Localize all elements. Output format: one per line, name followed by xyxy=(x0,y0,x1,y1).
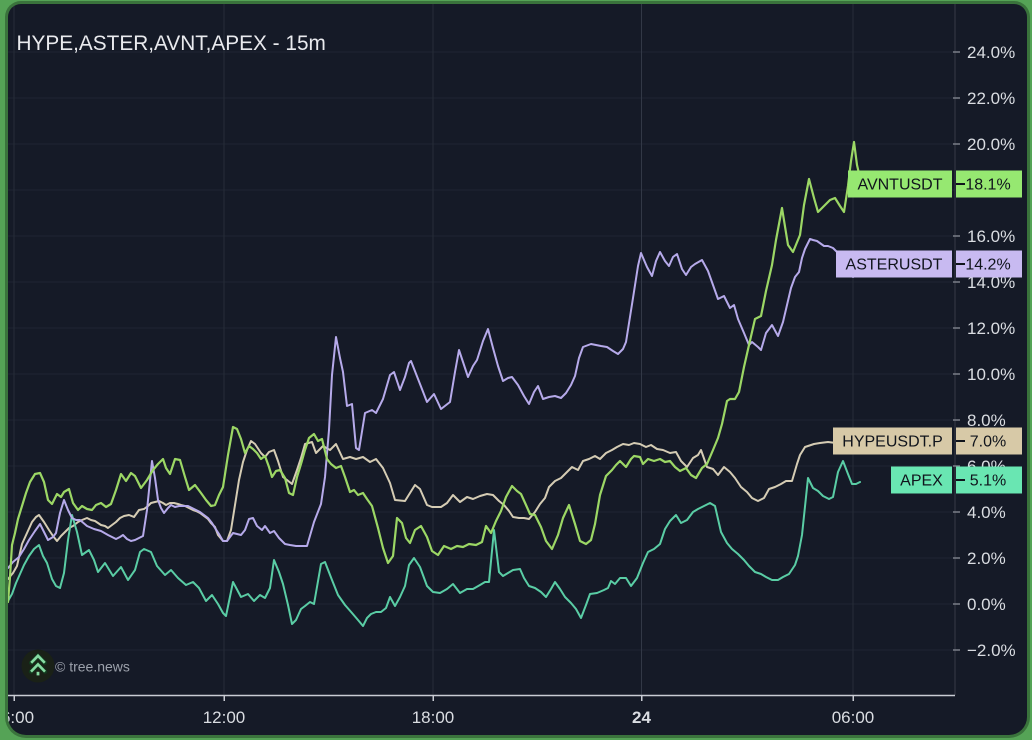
svg-text:AVNTUSDT: AVNTUSDT xyxy=(857,177,942,194)
svg-text:8.0%: 8.0% xyxy=(967,411,1006,430)
svg-text:ASTERUSDT: ASTERUSDT xyxy=(846,257,943,274)
svg-text:4.0%: 4.0% xyxy=(967,503,1006,522)
svg-text:7.0%: 7.0% xyxy=(970,434,1006,451)
svg-text:APEX: APEX xyxy=(900,473,943,490)
svg-text:20.0%: 20.0% xyxy=(967,135,1015,154)
svg-text:2.0%: 2.0% xyxy=(967,549,1006,568)
svg-text:© tree.news: © tree.news xyxy=(55,659,130,675)
svg-text:16.0%: 16.0% xyxy=(967,227,1015,246)
svg-text:24.0%: 24.0% xyxy=(967,43,1015,62)
svg-text:HYPE,ASTER,AVNT,APEX - 15m: HYPE,ASTER,AVNT,APEX - 15m xyxy=(17,32,326,55)
svg-text:5.1%: 5.1% xyxy=(970,473,1006,490)
svg-text:0.0%: 0.0% xyxy=(967,595,1006,614)
svg-text:18.1%: 18.1% xyxy=(965,177,1010,194)
svg-text:10.0%: 10.0% xyxy=(967,365,1015,384)
svg-text:22.0%: 22.0% xyxy=(967,89,1015,108)
svg-text:12.0%: 12.0% xyxy=(967,319,1015,338)
svg-text:6:00: 6:00 xyxy=(8,708,34,727)
svg-text:12:00: 12:00 xyxy=(203,708,246,727)
svg-text:14.2%: 14.2% xyxy=(965,257,1010,274)
svg-text:24: 24 xyxy=(632,708,651,727)
svg-text:14.0%: 14.0% xyxy=(967,273,1015,292)
svg-text:−2.0%: −2.0% xyxy=(967,641,1016,660)
svg-text:06:00: 06:00 xyxy=(832,708,875,727)
svg-text:HYPEUSDT.P: HYPEUSDT.P xyxy=(842,434,942,451)
svg-text:18:00: 18:00 xyxy=(412,708,455,727)
